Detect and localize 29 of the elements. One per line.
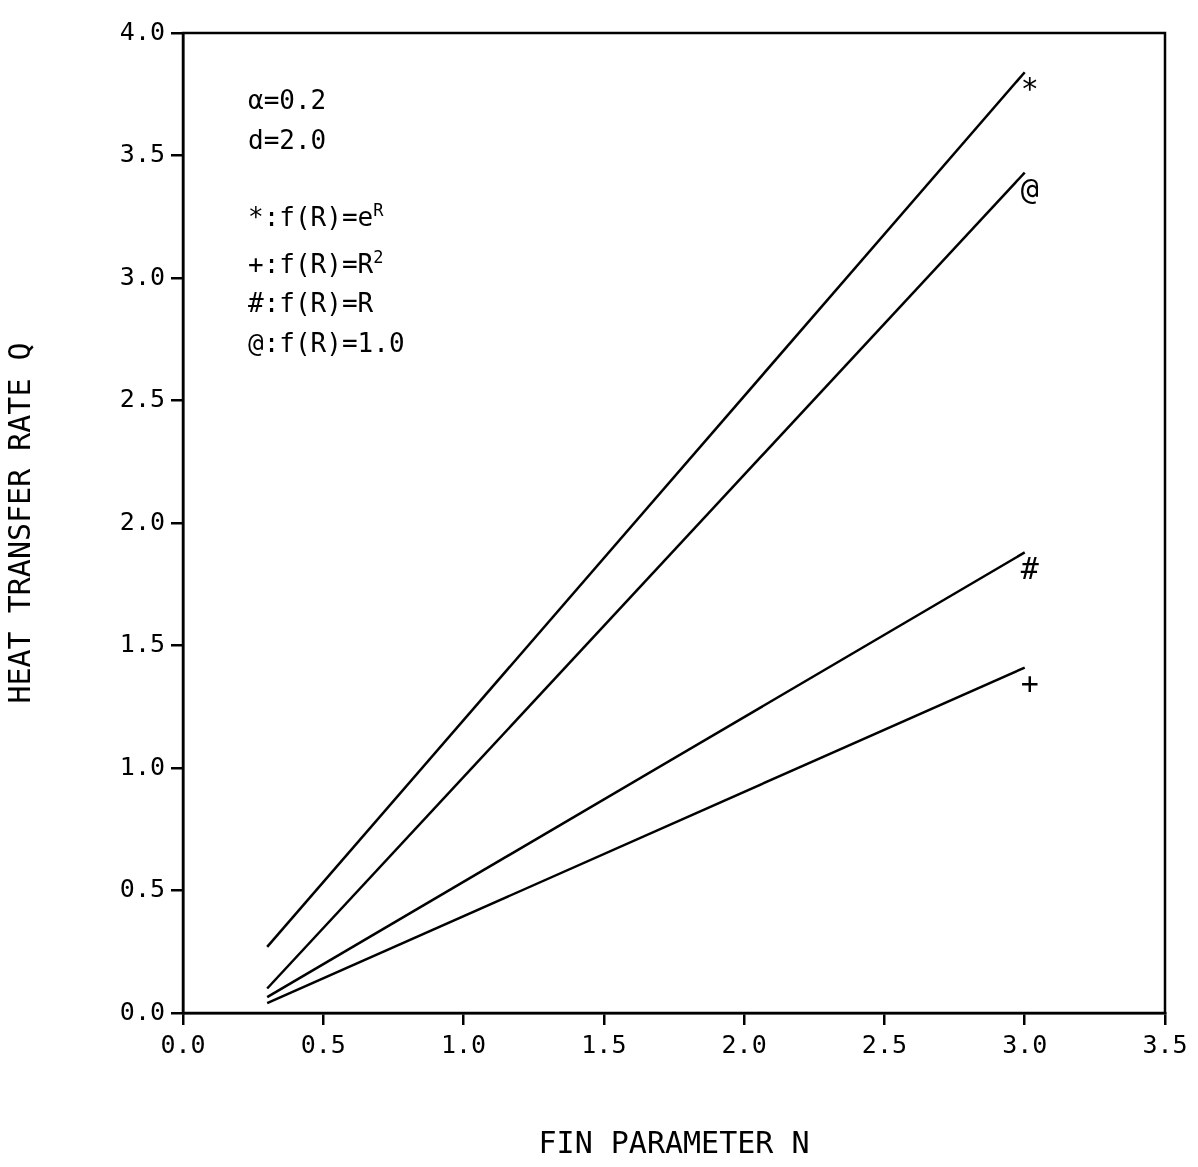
y-tick-label: 0.5 — [119, 874, 165, 903]
annotation: # — [1020, 551, 1039, 587]
x-axis-title: FIN PARAMETER N — [538, 1124, 810, 1160]
x-tick-label: 0.5 — [300, 1029, 346, 1059]
annotation: @ — [1020, 171, 1039, 207]
x-tick-label: 2.0 — [721, 1029, 767, 1059]
y-axis-title: HEAT TRANSFER RATE Q — [1, 342, 37, 704]
y-tick-label: 1.0 — [119, 751, 165, 781]
annotation: + — [1020, 666, 1039, 702]
x-tick-label: 1.5 — [581, 1029, 627, 1059]
annotation: +:f(R)=R$^{2}$ — [248, 245, 385, 281]
y-tick-label: 1.5 — [119, 629, 165, 658]
x-tick-label: 3.5 — [1142, 1029, 1188, 1059]
y-tick-label: 3.0 — [119, 261, 165, 291]
y-tick-label: 3.5 — [119, 139, 165, 168]
y-tick-label: 0.0 — [119, 996, 165, 1026]
annotation: @:f(R)=1.0 — [248, 327, 405, 361]
y-tick-label: 4.0 — [119, 16, 165, 46]
x-tick-label: 0.0 — [160, 1029, 206, 1059]
x-tick-label: 1.0 — [440, 1029, 487, 1059]
x-tick-label: 2.5 — [861, 1029, 908, 1059]
annotation: d=2.0 — [248, 124, 328, 157]
x-tick-label: 3.0 — [1002, 1029, 1048, 1059]
y-tick-label: 2.5 — [119, 384, 165, 413]
annotation: *:f(R)=e$^{R}$ — [248, 199, 385, 234]
y-tick-label: 2.0 — [119, 506, 165, 536]
annotation: * — [1020, 71, 1039, 106]
annotation: #:f(R)=R — [248, 287, 375, 321]
annotation: α=0.2 — [248, 84, 328, 117]
